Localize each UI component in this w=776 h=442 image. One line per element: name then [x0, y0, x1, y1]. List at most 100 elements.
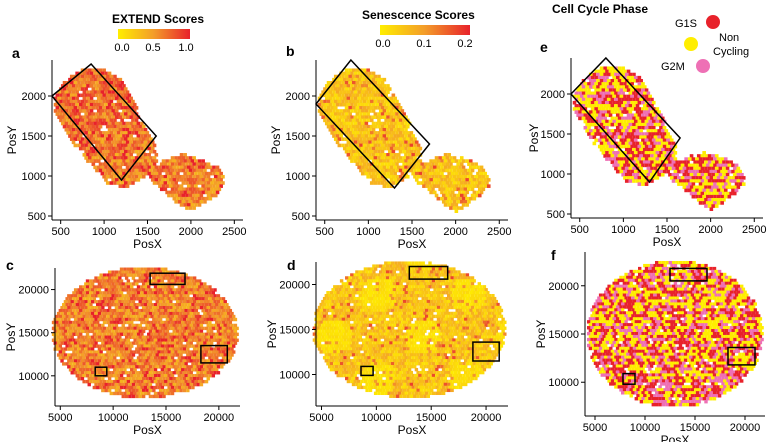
- spot: [60, 323, 64, 328]
- spot: [186, 359, 190, 363]
- spot: [111, 365, 115, 369]
- spot: [650, 154, 654, 158]
- spot: [232, 350, 236, 354]
- spot: [348, 137, 352, 141]
- spot: [220, 335, 224, 339]
- spot: [630, 88, 634, 92]
- spot: [134, 149, 139, 154]
- spot: [124, 282, 129, 286]
- spot: [71, 77, 76, 82]
- spot: [727, 169, 732, 174]
- spot: [90, 311, 95, 316]
- spot: [104, 71, 108, 76]
- spot: [215, 184, 220, 188]
- spot: [463, 168, 468, 173]
- spot: [195, 181, 200, 185]
- spot: [70, 323, 74, 328]
- spot: [116, 362, 120, 366]
- spot: [628, 116, 633, 121]
- spot: [101, 341, 105, 345]
- spot: [414, 178, 419, 182]
- spot: [465, 273, 470, 277]
- spot: [67, 329, 71, 334]
- spot: [170, 297, 175, 301]
- spot: [458, 171, 462, 176]
- spot: [373, 80, 378, 85]
- spot: [170, 308, 175, 313]
- spot: [615, 113, 620, 118]
- spot: [397, 261, 402, 265]
- spot: [125, 96, 130, 101]
- spot: [355, 118, 360, 123]
- spot: [411, 261, 415, 265]
- spot: [321, 115, 325, 120]
- spot: [664, 141, 669, 146]
- spot: [167, 326, 171, 331]
- spot: [669, 163, 674, 168]
- spot: [438, 168, 442, 173]
- spot: [456, 168, 460, 173]
- spot: [69, 87, 74, 91]
- spot: [344, 74, 349, 79]
- spot: [120, 143, 124, 148]
- spot: [199, 323, 204, 328]
- spot: [617, 72, 622, 77]
- spot: [440, 196, 444, 201]
- spot: [357, 77, 361, 82]
- spot: [375, 84, 379, 88]
- spot: [141, 341, 146, 345]
- spot: [447, 276, 451, 280]
- spot: [133, 338, 137, 342]
- spot: [596, 97, 600, 102]
- spot: [113, 143, 117, 148]
- spot: [392, 276, 397, 280]
- spot: [704, 154, 708, 158]
- spot: [199, 305, 204, 310]
- spot: [106, 285, 110, 289]
- spot: [150, 303, 154, 307]
- spot: [104, 317, 108, 322]
- spot: [140, 291, 144, 295]
- spot: [375, 140, 379, 145]
- spot: [402, 149, 406, 154]
- spot: [208, 196, 213, 201]
- y-tick-label: 20000: [18, 285, 49, 297]
- spot: [152, 376, 156, 381]
- spot: [109, 308, 114, 313]
- spot: [187, 314, 192, 319]
- spot: [201, 379, 205, 384]
- spot: [372, 270, 376, 274]
- spot: [63, 311, 68, 316]
- spot: [655, 132, 660, 136]
- spot: [116, 379, 120, 384]
- spot: [148, 329, 153, 334]
- spot: [395, 124, 399, 129]
- spot: [155, 371, 159, 375]
- spot: [194, 196, 198, 201]
- spot: [389, 134, 394, 138]
- spot: [402, 131, 406, 135]
- spot: [211, 374, 216, 378]
- spot: [225, 308, 229, 313]
- spot: [102, 362, 107, 366]
- spot: [687, 182, 692, 186]
- spot: [172, 329, 176, 334]
- spot: [129, 140, 133, 145]
- spot: [140, 374, 144, 378]
- spot: [133, 314, 137, 319]
- spot: [342, 146, 347, 151]
- spot: [169, 353, 173, 357]
- spot: [82, 308, 86, 313]
- spot: [84, 93, 88, 98]
- spot: [58, 320, 63, 325]
- spot: [152, 394, 156, 399]
- spot: [353, 279, 357, 283]
- spot: [106, 356, 110, 360]
- spot: [601, 75, 606, 80]
- spot: [168, 184, 173, 188]
- spot: [62, 356, 66, 360]
- spot: [220, 323, 224, 328]
- spot: [454, 165, 459, 170]
- spot: [100, 171, 105, 176]
- spot: [62, 303, 66, 307]
